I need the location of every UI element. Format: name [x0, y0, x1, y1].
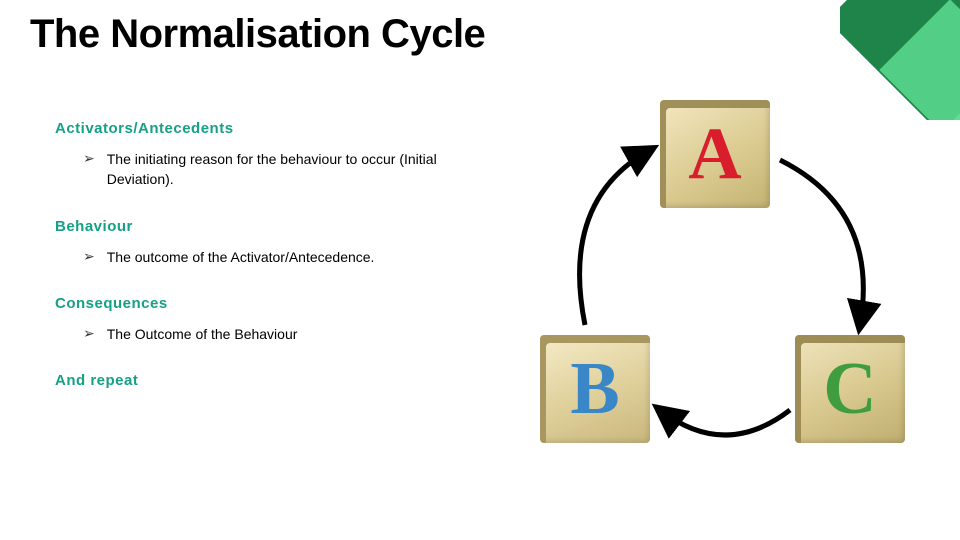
bullet-marker-icon: ➢: [83, 247, 95, 267]
section-consequences: Consequences ➢ The Outcome of the Behavi…: [55, 295, 475, 344]
bullet: ➢ The Outcome of the Behaviour: [83, 324, 475, 344]
bullet-text: The initiating reason for the behaviour …: [107, 149, 475, 190]
bullet-marker-icon: ➢: [83, 149, 95, 169]
bullet-marker-icon: ➢: [83, 324, 95, 344]
section-activators: Activators/Antecedents ➢ The initiating …: [55, 120, 475, 190]
cycle-block-c: C: [795, 335, 905, 443]
block-letter: C: [823, 347, 876, 432]
bullet-text: The Outcome of the Behaviour: [107, 324, 298, 344]
section-heading: Consequences: [55, 295, 475, 312]
cycle-diagram: A B C: [540, 100, 920, 480]
slide: The Normalisation Cycle Activators/Antec…: [0, 0, 960, 540]
section-heading: Activators/Antecedents: [55, 120, 475, 137]
block-letter: A: [688, 112, 741, 197]
section-behaviour: Behaviour ➢ The outcome of the Activator…: [55, 218, 475, 267]
bullet: ➢ The initiating reason for the behaviou…: [83, 149, 475, 190]
bullet-text: The outcome of the Activator/Antecedence…: [107, 247, 375, 267]
bullet: ➢ The outcome of the Activator/Anteceden…: [83, 247, 475, 267]
slide-title: The Normalisation Cycle: [30, 12, 485, 57]
section-heading: And repeat: [55, 372, 475, 389]
block-letter: B: [570, 347, 619, 432]
cycle-block-b: B: [540, 335, 650, 443]
section-repeat: And repeat: [55, 372, 475, 389]
content-column: Activators/Antecedents ➢ The initiating …: [55, 120, 475, 417]
cycle-block-a: A: [660, 100, 770, 208]
section-heading: Behaviour: [55, 218, 475, 235]
